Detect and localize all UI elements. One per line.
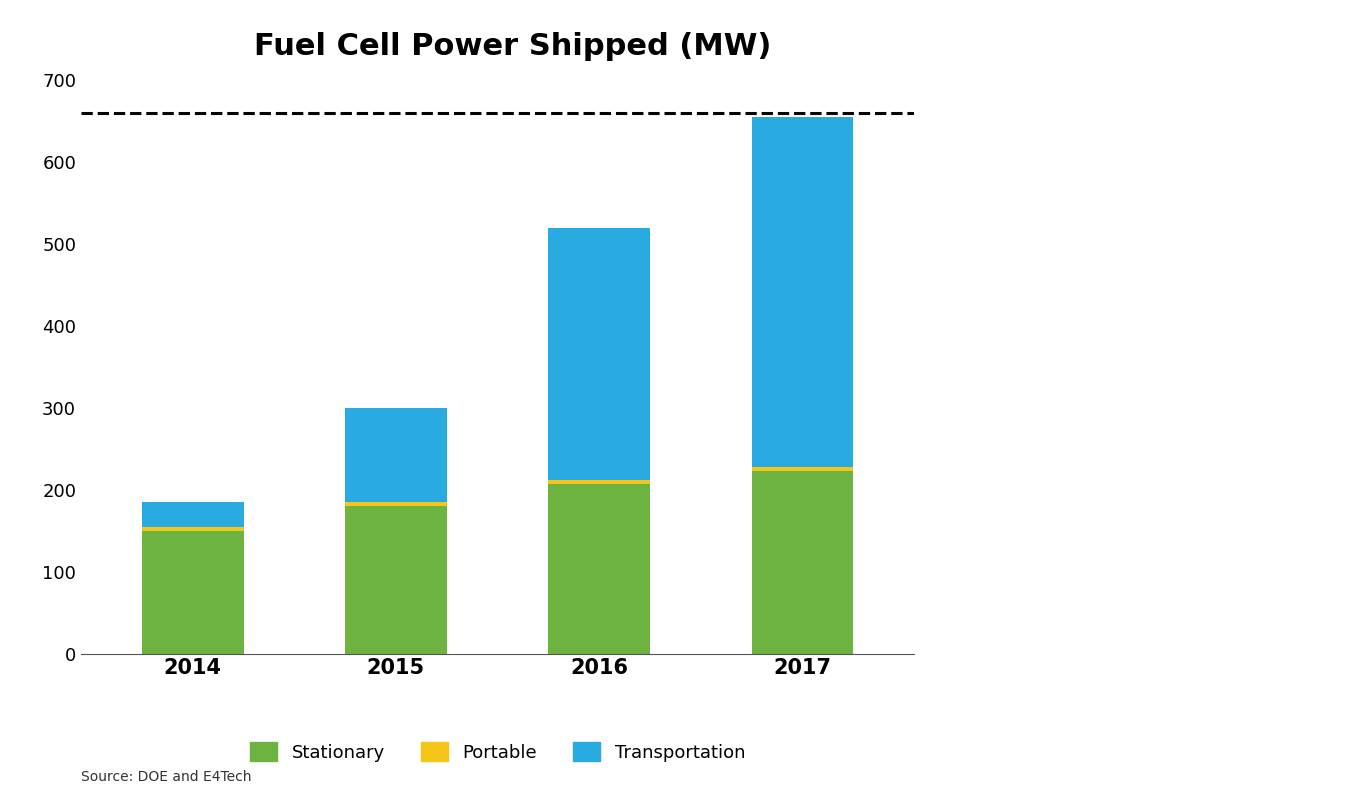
Bar bbox=[346, 408, 447, 502]
Text: shipped worldwide: shipped worldwide bbox=[1010, 464, 1257, 489]
Bar bbox=[752, 471, 853, 654]
Text: Source: DOE and E4Tech: Source: DOE and E4Tech bbox=[81, 770, 251, 784]
Bar bbox=[346, 506, 447, 654]
Text: ⚡: ⚡ bbox=[1017, 179, 1038, 208]
Bar bbox=[548, 484, 649, 654]
Bar bbox=[346, 502, 447, 506]
Bar bbox=[752, 467, 853, 471]
Bar bbox=[548, 480, 649, 484]
Bar bbox=[142, 502, 243, 527]
Bar bbox=[752, 117, 853, 467]
Bar bbox=[142, 531, 243, 654]
Text: 650 MW: 650 MW bbox=[1096, 172, 1285, 214]
Text: Fuel Cell Power Shipped (MW): Fuel Cell Power Shipped (MW) bbox=[254, 32, 772, 61]
Legend: Stationary, Portable, Transportation: Stationary, Portable, Transportation bbox=[240, 733, 755, 771]
Text: fuel cell power: fuel cell power bbox=[1023, 334, 1243, 360]
Bar bbox=[142, 527, 243, 531]
Bar bbox=[548, 228, 649, 480]
